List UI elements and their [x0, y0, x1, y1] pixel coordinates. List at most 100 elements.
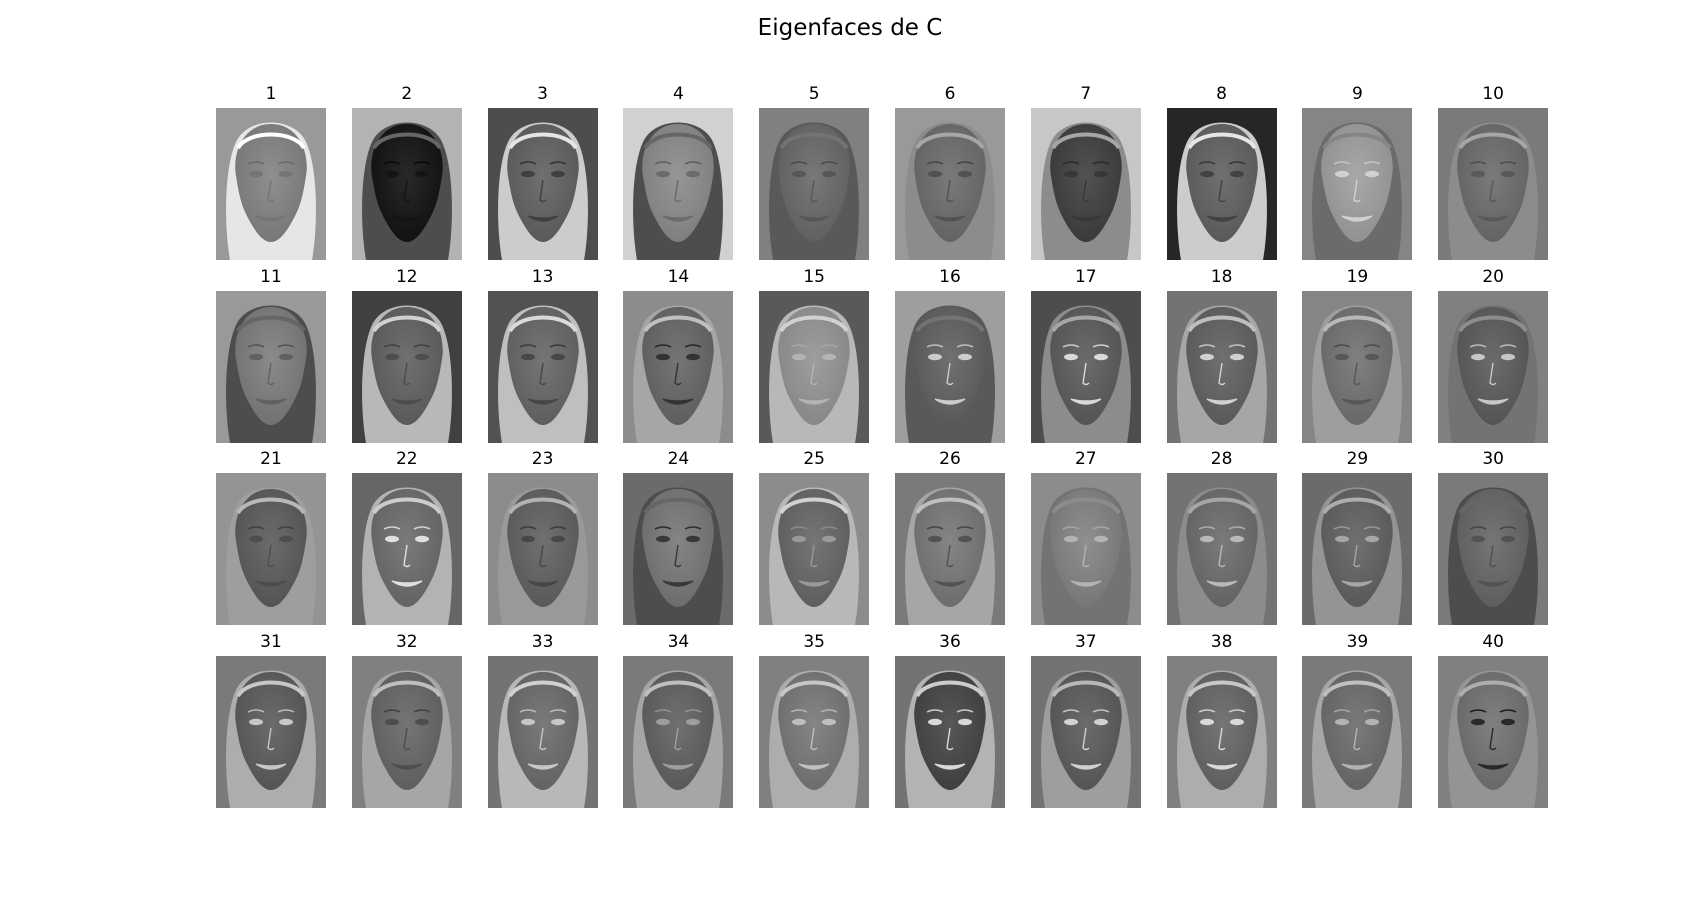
eigenface-image [1166, 473, 1277, 625]
left-eye [1199, 535, 1214, 543]
mouth [1070, 762, 1102, 770]
right-eye [1365, 170, 1380, 178]
mouth [527, 580, 558, 587]
mouth [1342, 580, 1373, 587]
nose [1217, 179, 1226, 203]
right-eye [1229, 353, 1244, 360]
left-brow [1198, 343, 1215, 348]
eigenface-cell: 24 [623, 449, 734, 625]
left-eye [928, 353, 942, 360]
left-brow [247, 708, 265, 713]
eigenface-number: 1 [265, 84, 277, 104]
left-eye [520, 718, 535, 725]
eigenface-cell: 2 [351, 84, 462, 260]
nose [1489, 544, 1497, 568]
right-brow [1228, 708, 1245, 713]
mouth [527, 762, 558, 770]
right-brow [1228, 343, 1245, 348]
eigenface-number: 25 [803, 449, 825, 469]
eigenface-number: 14 [667, 266, 690, 287]
hairline [643, 315, 714, 332]
right-brow [1364, 161, 1381, 165]
right-brow [1499, 708, 1517, 713]
left-eye [1199, 718, 1214, 725]
nose [1489, 727, 1497, 750]
right-brow [413, 161, 431, 165]
right-eye [686, 535, 701, 543]
right-eye [414, 353, 429, 360]
mouth [527, 215, 558, 222]
eigenface-cell: 38 [1166, 632, 1277, 808]
right-eye [1501, 353, 1516, 360]
left-eye [249, 535, 263, 543]
right-eye [1501, 535, 1516, 543]
eigenface-number: 36 [939, 631, 961, 652]
left-eye [520, 170, 535, 178]
mouth [1477, 215, 1509, 222]
right-brow [413, 343, 431, 348]
right-brow [277, 526, 295, 530]
eigenface-cell: 12 [351, 267, 462, 443]
eigenface-image [1302, 655, 1413, 808]
left-brow [655, 708, 672, 713]
mouth [934, 215, 966, 222]
right-eye [414, 535, 429, 543]
eigenface-number: 7 [1080, 84, 1092, 104]
eigenface-cell: 19 [1302, 266, 1413, 443]
nose [1217, 544, 1226, 568]
left-eye [249, 353, 263, 360]
left-eye [1063, 535, 1078, 543]
eigenface-number: 29 [1346, 449, 1369, 469]
right-eye [1365, 535, 1380, 543]
eigenface-cell: 21 [216, 449, 326, 625]
nose [1353, 727, 1361, 750]
nose [1217, 727, 1226, 750]
hairline [643, 132, 714, 150]
mouth [1206, 397, 1237, 405]
nose [1353, 362, 1361, 385]
hairline [1186, 680, 1257, 697]
eigenface-cell: 16 [895, 267, 1005, 443]
right-eye [958, 718, 972, 725]
right-brow [277, 161, 295, 165]
eigenface-number: 24 [667, 449, 690, 469]
eigenface-cell: 23 [487, 449, 598, 625]
eigenface-image [623, 108, 734, 260]
mouth [391, 215, 423, 222]
nose [1082, 362, 1090, 385]
eigenface-image [1166, 290, 1277, 443]
hairline [372, 315, 442, 332]
eigenface-image [1302, 108, 1413, 260]
nose [403, 544, 411, 568]
eigenface-cell: 15 [759, 267, 870, 443]
mouth [663, 215, 694, 222]
mouth [255, 580, 287, 587]
right-brow [685, 161, 702, 165]
nose [1082, 544, 1090, 568]
eigenface-number: 19 [1346, 266, 1369, 287]
left-eye [792, 535, 807, 543]
left-eye [384, 170, 399, 178]
nose [403, 362, 411, 385]
left-brow [1469, 708, 1487, 713]
mouth [1342, 762, 1373, 770]
right-brow [1499, 161, 1517, 165]
right-eye [822, 170, 837, 178]
mouth [1477, 397, 1509, 405]
right-brow [685, 343, 702, 348]
right-eye [1501, 170, 1516, 178]
hairline [1186, 497, 1257, 515]
nose [946, 179, 954, 203]
hairline [507, 315, 578, 332]
eigenface-image [1302, 290, 1413, 443]
eigenface-image [487, 655, 598, 808]
right-eye [958, 535, 972, 543]
right-eye [1501, 718, 1516, 725]
left-brow [1062, 343, 1080, 348]
eigenface-cell: 18 [1166, 267, 1277, 443]
left-eye [1471, 535, 1486, 543]
left-brow [383, 708, 401, 713]
eigenface-image [1030, 290, 1141, 443]
mouth [255, 215, 287, 222]
nose [538, 544, 547, 568]
